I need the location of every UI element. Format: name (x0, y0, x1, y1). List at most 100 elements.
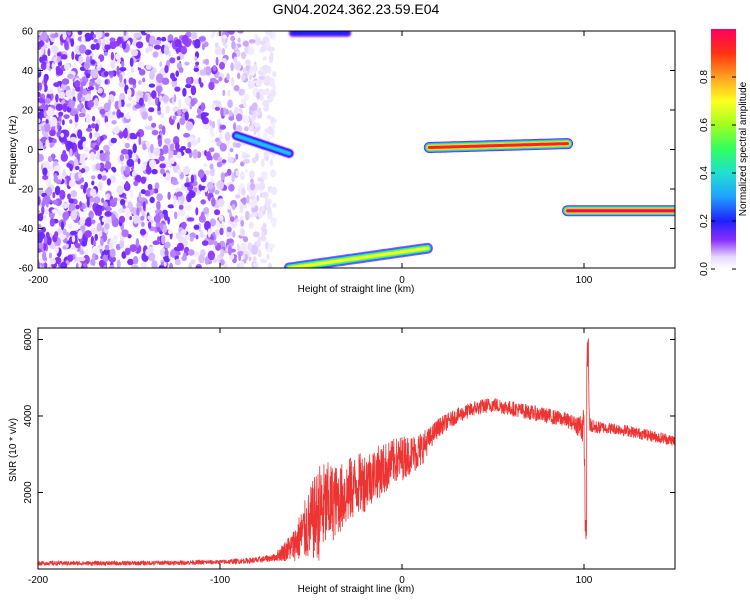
noise-blob (184, 204, 192, 211)
noise-blob (85, 116, 92, 124)
noise-blob (141, 221, 145, 227)
noise-blob (161, 234, 166, 245)
noise-blob (142, 201, 146, 211)
noise-blob (124, 247, 131, 256)
noise-blob (80, 80, 87, 87)
noise-blob (121, 41, 127, 50)
noise-blob (219, 259, 225, 266)
noise-blob (42, 167, 48, 176)
noise-blob (94, 144, 100, 151)
noise-blob (77, 104, 81, 112)
noise-blob (62, 228, 67, 236)
noise-blob (204, 220, 211, 231)
noise-blob (131, 264, 139, 268)
noise-blob (227, 31, 235, 35)
noise-blob (93, 132, 100, 138)
noise-blob (138, 136, 142, 146)
noise-blob (90, 219, 96, 224)
noise-blob (145, 47, 149, 54)
noise-blob (38, 40, 45, 47)
noise-blob (90, 227, 98, 234)
noise-blob (198, 254, 205, 264)
noise-blob (157, 236, 160, 243)
noise-blob (184, 111, 189, 121)
noise-blob (169, 57, 176, 64)
noise-blob (241, 197, 247, 205)
noise-blob (57, 209, 63, 217)
noise-blob (106, 205, 111, 213)
noise-blob (164, 249, 169, 257)
noise-blob (85, 217, 92, 227)
noise-blob (216, 180, 224, 190)
noise-blob (247, 80, 252, 90)
noise-blob (149, 70, 155, 81)
noise-blob (110, 51, 115, 61)
noise-blob (93, 196, 101, 204)
noise-blob (265, 31, 272, 36)
snr-x-ticks: -200 -100 0 100 (28, 328, 593, 586)
noise-blob (209, 163, 214, 170)
noise-blob (214, 209, 221, 216)
noise-blob (218, 215, 224, 222)
noise-blob (142, 143, 147, 151)
noise-blob (144, 233, 148, 241)
noise-blob (250, 69, 255, 77)
noise-blob (45, 139, 50, 149)
noise-blob (49, 243, 56, 250)
feature-layer (427, 142, 570, 149)
noise-blob (105, 193, 111, 199)
noise-blob (64, 40, 69, 50)
noise-blob (129, 244, 138, 253)
noise-blob (158, 155, 165, 162)
noise-blob (65, 243, 69, 248)
spectrogram-y-ticks: -60 -40 -20 0 20 40 60 (19, 27, 675, 275)
noise-blob (271, 31, 277, 41)
noise-blob (220, 248, 225, 258)
noise-blob (67, 31, 71, 36)
noise-blob (262, 100, 270, 107)
noise-blob (190, 259, 196, 265)
noise-blob (151, 260, 158, 268)
noise-blob (79, 201, 82, 208)
noise-blob (138, 191, 142, 202)
colorbar-gradient (711, 29, 736, 269)
noise-blob (103, 248, 111, 256)
noise-blob (210, 132, 215, 138)
noise-blob (46, 88, 54, 95)
noise-blob (148, 45, 153, 52)
noise-blob (132, 255, 139, 265)
noise-blob (241, 203, 247, 209)
noise-blob (216, 161, 223, 168)
noise-blob (244, 253, 248, 261)
noise-blob (140, 189, 146, 195)
noise-blob (120, 148, 129, 155)
noise-blob (254, 36, 261, 46)
noise-blob (272, 202, 277, 208)
noise-blob (256, 195, 260, 202)
noise-blob (172, 115, 177, 120)
noise-blob (135, 238, 140, 248)
noise-blob (96, 222, 103, 233)
noise-blob (137, 61, 144, 68)
noise-blob (177, 109, 182, 116)
noise-blob (69, 230, 78, 236)
noise-blob (135, 131, 141, 137)
noise-blob (69, 100, 76, 107)
noise-blob (209, 119, 213, 127)
noise-blob (267, 205, 272, 214)
noise-blob (245, 59, 251, 66)
noise-blob (227, 156, 235, 164)
noise-blob (219, 227, 224, 236)
noise-blob (49, 258, 56, 265)
noise-blob (258, 107, 262, 114)
noise-blob (47, 156, 53, 163)
colorbar-tick-label: 0.4 (699, 166, 710, 180)
noise-blob (243, 153, 251, 158)
noise-blob (180, 221, 187, 229)
noise-blob (221, 47, 226, 56)
noise-blob (254, 122, 261, 128)
noise-blob (108, 114, 116, 120)
noise-blob (55, 68, 64, 76)
noise-blob (214, 189, 220, 195)
